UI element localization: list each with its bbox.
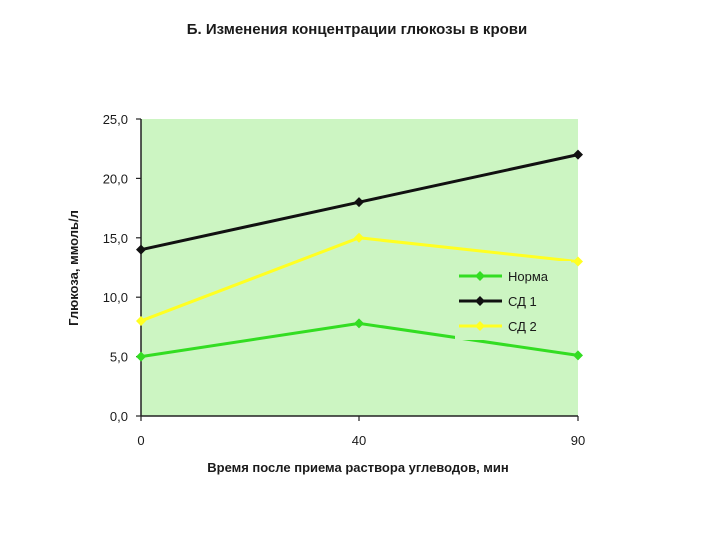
data-point — [354, 318, 364, 329]
series-1 — [136, 318, 583, 362]
legend-swatch-marker — [475, 321, 485, 331]
y-tick-label: 15,0 — [103, 231, 128, 246]
data-point — [573, 256, 583, 267]
y-tick-label: 25,0 — [103, 112, 128, 127]
data-point — [136, 244, 146, 255]
x-tick-label: 90 — [571, 433, 585, 448]
data-point — [136, 351, 146, 362]
legend-label: СД 1 — [508, 294, 537, 309]
x-axis-label: Время после приема раствора углеводов, м… — [207, 460, 509, 475]
x-tick-label: 0 — [137, 433, 144, 448]
chart-title: Б. Изменения концентрации глюкозы в кров… — [187, 21, 527, 38]
series-2 — [136, 149, 583, 255]
x-tick-label: 40 — [352, 433, 366, 448]
series-3 — [136, 232, 583, 326]
y-tick-label: 10,0 — [103, 290, 128, 305]
y-tick-label: 5,0 — [110, 350, 128, 365]
legend-label: СД 2 — [508, 319, 537, 334]
y-axis-ticks: 0,0 5,0 10,0 15,0 20,0 25,0 — [103, 112, 141, 424]
data-point — [354, 197, 364, 208]
data-point — [136, 315, 146, 326]
legend-swatch-marker — [475, 271, 485, 281]
x-axis-ticks: 0 40 90 — [137, 416, 585, 448]
legend-swatch-marker — [475, 296, 485, 306]
legend-label: Норма — [508, 269, 549, 284]
y-tick-label: 0,0 — [110, 409, 128, 424]
data-point — [573, 350, 583, 361]
series-layer — [136, 149, 583, 362]
data-point — [354, 232, 364, 243]
legend: Норма СД 1 СД 2 — [455, 261, 571, 340]
y-tick-label: 20,0 — [103, 171, 128, 186]
data-point — [573, 149, 583, 160]
y-axis-label: Глюкоза, ммоль/л — [66, 210, 81, 326]
